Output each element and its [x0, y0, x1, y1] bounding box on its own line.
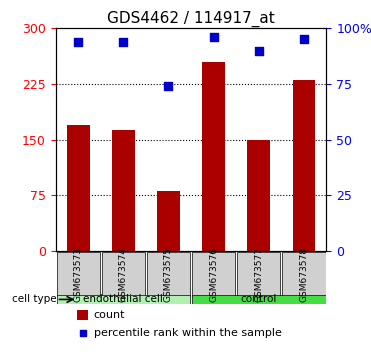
FancyBboxPatch shape	[102, 252, 145, 296]
Point	[75, 39, 81, 45]
Text: GSM673575: GSM673575	[164, 247, 173, 302]
Bar	[202, 62, 225, 251]
Bar	[157, 192, 180, 251]
Bar	[67, 125, 89, 251]
FancyBboxPatch shape	[237, 252, 280, 296]
Point	[120, 39, 126, 45]
Text: percentile rank within the sample: percentile rank within the sample	[93, 328, 282, 338]
Text: cell type: cell type	[12, 295, 56, 304]
Point	[211, 34, 217, 40]
Title: GDS4462 / 114917_at: GDS4462 / 114917_at	[107, 11, 275, 27]
Point	[80, 330, 86, 336]
Text: GSM673577: GSM673577	[254, 247, 263, 302]
Text: GSM673573: GSM673573	[74, 247, 83, 302]
Bar	[247, 139, 270, 251]
Text: GSM673578: GSM673578	[299, 247, 308, 302]
Bar	[112, 130, 135, 251]
FancyBboxPatch shape	[147, 252, 190, 296]
FancyBboxPatch shape	[56, 252, 100, 296]
Bar	[77, 310, 88, 320]
FancyBboxPatch shape	[56, 295, 190, 304]
Point	[301, 36, 307, 42]
Point	[165, 83, 171, 89]
Text: GSM673574: GSM673574	[119, 247, 128, 302]
Text: endothelial cell: endothelial cell	[83, 295, 163, 304]
Text: GSM673576: GSM673576	[209, 247, 218, 302]
FancyBboxPatch shape	[282, 252, 326, 296]
Point	[256, 48, 262, 53]
Text: control: control	[240, 295, 277, 304]
FancyBboxPatch shape	[192, 252, 235, 296]
Bar	[293, 80, 315, 251]
FancyBboxPatch shape	[192, 295, 326, 304]
Text: count: count	[93, 310, 125, 320]
